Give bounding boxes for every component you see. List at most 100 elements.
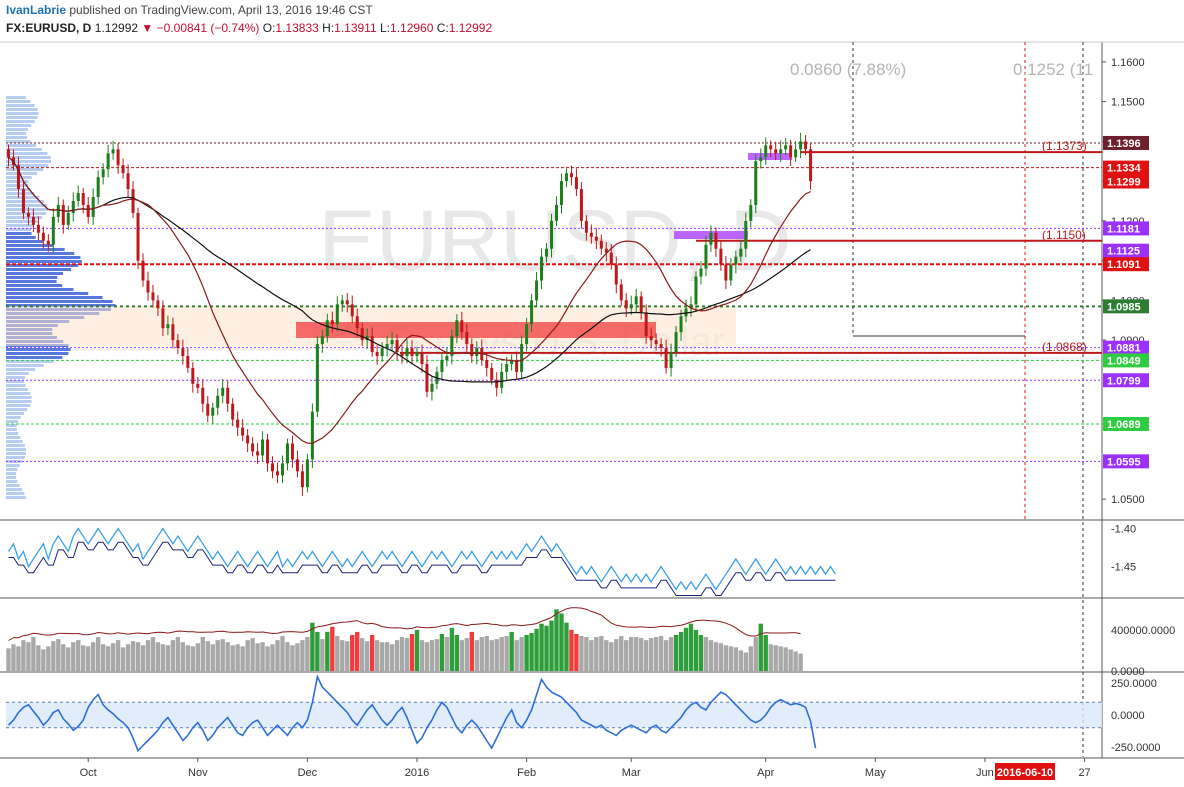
volume-bar bbox=[489, 640, 494, 671]
volume-bar bbox=[180, 642, 186, 671]
volume-bar bbox=[464, 638, 470, 671]
volume-bar bbox=[534, 628, 539, 671]
volume-bar bbox=[384, 642, 390, 671]
volume-bar bbox=[6, 648, 11, 671]
candle-body bbox=[385, 344, 389, 349]
candle-body bbox=[470, 344, 474, 357]
volume-bar bbox=[16, 646, 21, 671]
oscillator-band bbox=[6, 702, 1102, 728]
candle-body bbox=[550, 220, 554, 249]
volume-bar bbox=[11, 644, 16, 671]
volume-bar bbox=[374, 640, 380, 671]
candle-body bbox=[375, 352, 379, 357]
price-label-box bbox=[1103, 353, 1149, 368]
candle-body bbox=[515, 360, 519, 372]
measure-ratio-label: 0.1252 (11 bbox=[1013, 60, 1093, 79]
low-label: L: bbox=[380, 21, 391, 35]
volume-bar bbox=[95, 637, 101, 671]
candle-body bbox=[809, 149, 813, 182]
candle-body bbox=[455, 320, 459, 337]
volume-bar bbox=[529, 632, 534, 671]
candle-body bbox=[564, 173, 568, 182]
candle-body bbox=[689, 304, 693, 309]
volume-profile-bar bbox=[6, 140, 31, 143]
candle-body bbox=[450, 336, 454, 357]
volume-bar bbox=[145, 640, 151, 671]
volume-profile-bar bbox=[6, 276, 58, 279]
candle-body bbox=[216, 395, 220, 408]
volume-bar bbox=[549, 620, 554, 671]
volume-profile-bar bbox=[6, 232, 32, 235]
volume-bar bbox=[738, 650, 744, 671]
candle-body bbox=[525, 324, 529, 345]
candle-body bbox=[584, 220, 588, 233]
oscillator-line bbox=[7, 674, 817, 753]
moving-average-short bbox=[8, 156, 811, 444]
time-axis-label: Apr bbox=[757, 767, 774, 779]
volume-profile-bar bbox=[6, 132, 27, 135]
candle-body bbox=[146, 280, 150, 293]
volume-bar bbox=[71, 642, 76, 671]
candle-body bbox=[141, 260, 145, 281]
date-marker-box bbox=[995, 763, 1055, 780]
volume-bar bbox=[579, 636, 584, 671]
volume-bar bbox=[285, 642, 290, 671]
price-label-text: 1.0689 bbox=[1107, 419, 1141, 431]
volume-profile-bar bbox=[6, 156, 51, 159]
volume-bar bbox=[360, 638, 365, 671]
candle-body bbox=[86, 204, 90, 217]
volume-profile-bar bbox=[6, 440, 23, 443]
volume-bars bbox=[6, 609, 803, 671]
candle-body bbox=[490, 367, 494, 380]
volume-bar bbox=[778, 646, 783, 671]
candle-body bbox=[609, 252, 613, 265]
volume-profile-bar bbox=[6, 148, 43, 151]
price-label-text: 1.0849 bbox=[1107, 355, 1141, 367]
volume-profile-bar bbox=[6, 108, 38, 111]
volume-bar bbox=[634, 637, 639, 671]
volume-bar bbox=[250, 638, 255, 671]
volume-profile-bar bbox=[6, 452, 26, 455]
candle-body bbox=[221, 387, 225, 396]
volume-bar bbox=[733, 647, 739, 671]
volume-bar bbox=[110, 643, 116, 671]
volume-bar bbox=[459, 640, 465, 671]
candle-body bbox=[719, 248, 723, 265]
candle-body bbox=[425, 363, 429, 392]
candle-body bbox=[545, 248, 549, 257]
volume-profile-bar bbox=[6, 456, 25, 459]
candle-body bbox=[739, 248, 743, 257]
volume-bar bbox=[624, 640, 629, 671]
open-label: O: bbox=[262, 21, 276, 35]
volume-bar bbox=[728, 646, 734, 671]
candles bbox=[6, 132, 813, 496]
volume-bar bbox=[658, 636, 664, 671]
volume-bar bbox=[609, 642, 614, 671]
candle-body bbox=[41, 232, 45, 241]
volume-profile-bar bbox=[6, 368, 36, 371]
candle-body bbox=[694, 276, 698, 305]
volume-profile-bar bbox=[6, 408, 28, 411]
candle-body bbox=[350, 304, 354, 317]
candle-body bbox=[26, 212, 30, 217]
volume-bar bbox=[514, 640, 519, 671]
volume-profile-bar bbox=[6, 396, 32, 399]
oscillator-axis-label: 0.0000 bbox=[1111, 710, 1145, 722]
author-name[interactable]: IvanLabrie bbox=[6, 3, 67, 17]
volume-bar bbox=[414, 629, 420, 671]
volume-bar bbox=[120, 647, 126, 671]
volume-bar bbox=[135, 642, 141, 671]
candle-body bbox=[61, 204, 65, 225]
candle-body bbox=[345, 300, 349, 305]
volume-bar bbox=[31, 637, 36, 671]
candle-body bbox=[779, 149, 783, 154]
volume-bar bbox=[703, 637, 709, 671]
candle-body bbox=[91, 197, 95, 217]
volume-profile-bar bbox=[6, 384, 26, 387]
candle-body bbox=[530, 300, 534, 325]
volume-profile-bar bbox=[6, 248, 65, 251]
volume-bar bbox=[150, 637, 156, 671]
volume-bar bbox=[345, 641, 350, 671]
candle-body bbox=[116, 149, 120, 166]
